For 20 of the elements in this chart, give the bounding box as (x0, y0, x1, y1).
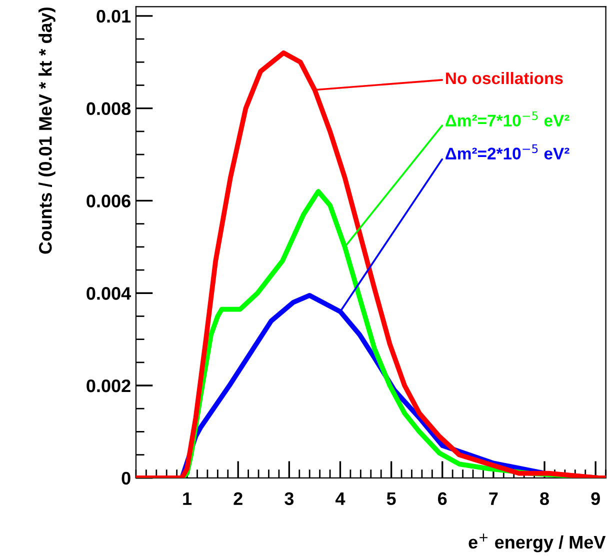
y-tick-label: 0.004 (86, 287, 132, 300)
x-tick-label: 2 (234, 492, 242, 505)
x-tick-label: 3 (284, 492, 294, 506)
x-tick-label: 1 (183, 492, 192, 505)
x-axis-title: e$^{+}$ energy / MeV (468, 534, 606, 552)
y-tick-label: 0.01 (96, 10, 131, 23)
x-tick-label: 9 (591, 492, 600, 506)
text: No oscillations (446, 72, 563, 84)
y-axis-title: Counts / (0.01 MeV * kt * day) (38, 8, 56, 254)
x-tick-label: 8 (540, 492, 549, 506)
x-tick-label: 4 (335, 492, 346, 505)
y-tick-label: 0.002 (86, 379, 130, 392)
y-tick-label: 0.006 (86, 194, 130, 208)
x-tick-label: 5 (386, 492, 396, 506)
text: Δm²=2*10$^{−5}$ eV² (446, 144, 570, 160)
x-tick-label: 7 (489, 492, 498, 505)
x-tick-label: 6 (438, 492, 447, 506)
y-tick-label: 0 (122, 472, 130, 485)
text: Δm²=7*10$^{−5}$ eV² (446, 111, 570, 126)
y-tick-label: 0.008 (86, 102, 131, 116)
